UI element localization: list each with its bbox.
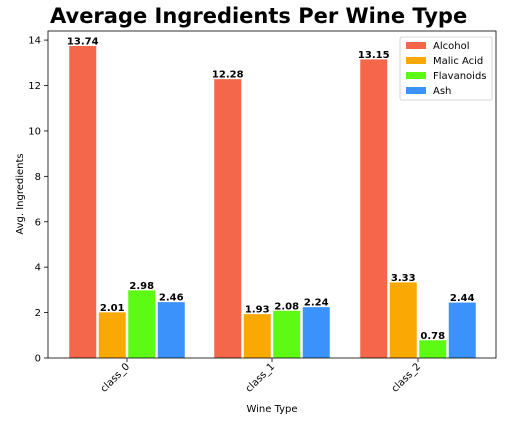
x-axis-ticks: class_0 class_1 class_2 [99,358,423,395]
bar-series [69,45,476,359]
legend-label: Alcohol [433,41,469,52]
legend-swatch [406,87,426,94]
bar [243,314,271,358]
y-tick-label: 6 [35,217,41,228]
bar [273,310,301,358]
legend-swatch [406,72,426,79]
x-axis-label: Wine Type [246,404,297,415]
bar-value-label: 12.28 [212,70,244,81]
bar [98,312,126,358]
y-tick-label: 8 [35,172,41,183]
bar-value-label: 2.08 [274,301,299,312]
bar-value-label: 2.98 [129,281,154,292]
x-tick-label: class_0 [99,361,132,394]
legend: Alcohol Malic Acid Flavanoids Ash [399,36,493,101]
bar-value-label: 1.93 [245,305,270,316]
bar-value-label: 3.33 [391,273,416,284]
bar-value-label: 2.01 [100,303,125,314]
legend-label: Malic Acid [433,56,483,67]
bar-value-label: 13.15 [358,50,390,61]
bar [302,307,330,358]
bar [419,340,447,358]
legend-swatch [406,42,426,49]
chart-title: Average Ingredients Per Wine Type [50,4,467,28]
bar [69,45,97,359]
bar [157,302,185,358]
y-tick-label: 12 [28,81,41,92]
bar [360,59,388,359]
bar-value-label: 2.24 [304,298,329,309]
bar-value-label: 0.78 [420,331,445,342]
legend-label: Flavanoids [433,71,487,82]
plot-area-frame [47,30,497,359]
bar [128,290,156,358]
legend-frame [399,36,493,101]
bar [389,282,417,358]
y-tick-label: 10 [28,126,41,137]
bar-value-label: 13.74 [67,36,99,47]
bar-value-label: 2.44 [450,293,475,304]
y-axis-ticks: 0 2 4 6 8 10 12 14 [28,36,48,365]
bar [214,79,242,359]
y-axis-label: Avg. Ingredients [15,153,26,234]
bar-value-labels: 13.74 2.01 2.98 2.46 12.28 1.93 2.08 2.24 13.15 3… [67,36,475,341]
x-tick-label: class_1 [244,361,277,394]
bar-value-label: 2.46 [159,293,184,304]
y-tick-label: 2 [35,308,41,319]
y-tick-label: 4 [35,263,41,274]
y-tick-label: 0 [35,354,41,365]
bar [448,302,476,358]
legend-label: Ash [433,86,451,97]
legend-swatch [406,57,426,64]
y-tick-label: 14 [28,36,41,47]
x-tick-label: class_2 [390,361,423,394]
